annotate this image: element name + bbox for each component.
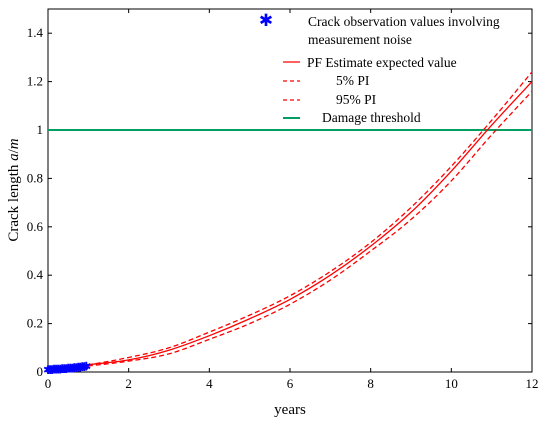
legend-label-5pi: 5% PI: [336, 73, 370, 88]
x-tick-label: 10: [445, 376, 458, 391]
observation-point: ✱: [45, 363, 55, 377]
y-tick-label: 0.6: [27, 219, 44, 234]
x-tick-label: 2: [125, 376, 132, 391]
observation-point: ✱: [47, 363, 57, 377]
legend-star-marker: ✱: [259, 11, 273, 30]
y-axis: 0 0.2 0.4 0.6 0.8 1 1.2 1.4: [27, 25, 532, 379]
x-axis: 0 2 4 6 8 10 12: [45, 9, 539, 391]
observation-point: ✱: [65, 361, 75, 375]
y-tick-label: 0.8: [27, 170, 43, 185]
legend: ✱ Crack observation values involving mea…: [259, 11, 500, 125]
y-axis-label: Crack length a/m: [6, 138, 22, 241]
series-line-pf-estimate-expected-value: [47, 81, 533, 371]
series-crack-observation-values-involving-measurement-noise: ✱✱✱✱✱✱✱✱✱✱✱✱✱✱✱✱✱✱✱✱: [43, 360, 91, 377]
y-tick-label: 0.2: [27, 316, 43, 331]
y-tick-label: 0: [37, 364, 44, 379]
y-axis-label-slash: /: [6, 148, 22, 153]
legend-label-observation-line1: Crack observation values involving: [308, 14, 500, 29]
x-tick-label: 0: [45, 376, 52, 391]
observation-point: ✱: [73, 361, 83, 375]
y-tick-label: 0.4: [27, 267, 44, 282]
observation-point: ✱: [79, 360, 89, 374]
legend-label-95pi: 95% PI: [336, 92, 377, 107]
observation-point: ✱: [69, 361, 79, 375]
series-line-5-pi: [47, 71, 533, 371]
y-tick-label: 1: [37, 122, 44, 137]
observation-point: ✱: [43, 363, 53, 377]
observation-point: ✱: [59, 362, 69, 376]
plot-frame: [47, 8, 533, 373]
x-tick-label: 6: [287, 376, 294, 391]
series-line-95-pi: [47, 90, 533, 371]
legend-label-observation-line2: measurement noise: [308, 32, 412, 47]
legend-label-pf-estimate: PF Estimate expected value: [307, 55, 457, 70]
observation-point: ✱: [71, 361, 81, 375]
observation-point: ✱: [53, 362, 63, 376]
y-axis-label-text: Crack length: [6, 161, 22, 242]
x-tick-label: 8: [367, 376, 374, 391]
observation-point: ✱: [55, 362, 65, 376]
y-tick-label: 1.2: [27, 74, 43, 89]
legend-label-threshold: Damage threshold: [322, 110, 421, 125]
x-tick-label: 12: [526, 376, 539, 391]
y-axis-label-var-a: a: [6, 153, 22, 161]
y-axis-label-var-m: m: [6, 138, 22, 149]
observation-point: ✱: [81, 360, 91, 374]
observation-point: ✱: [61, 362, 71, 376]
observation-point: ✱: [51, 363, 61, 377]
observation-point: ✱: [63, 362, 73, 376]
x-axis-label: years: [274, 402, 306, 418]
y-tick-label: 1.4: [27, 25, 44, 40]
observation-point: ✱: [49, 363, 59, 377]
observation-point: ✱: [67, 361, 77, 375]
observation-point: ✱: [75, 360, 85, 374]
observation-point: ✱: [57, 362, 67, 376]
x-tick-label: 4: [206, 376, 213, 391]
observation-point: ✱: [77, 360, 87, 374]
series-layer: ✱✱✱✱✱✱✱✱✱✱✱✱✱✱✱✱✱✱✱✱: [43, 71, 533, 377]
